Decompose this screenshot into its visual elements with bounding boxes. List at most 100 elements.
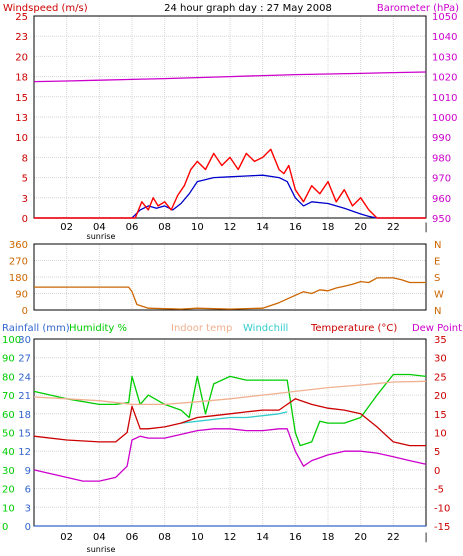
x-tick-label: 12 xyxy=(224,222,237,233)
temperature-line xyxy=(33,398,426,447)
y-tick-label: 0 xyxy=(434,466,440,477)
y-tick-label: 20 xyxy=(434,391,447,402)
wind-chart-grid xyxy=(34,15,426,219)
y-tick-label: 70 xyxy=(2,391,15,402)
x-tick-label: 04 xyxy=(93,222,106,233)
x-tick-label: 20 xyxy=(354,222,367,233)
temperature-chart-series xyxy=(33,373,427,527)
y-tick-label: 20 xyxy=(15,52,28,63)
y-tick-label: 3 xyxy=(22,194,28,205)
y-tick-label: 0 xyxy=(22,306,28,317)
y-tick-label: 40 xyxy=(2,447,15,458)
y-tick-label: E xyxy=(434,257,440,268)
x-tick-label: 10 xyxy=(191,532,204,543)
y-tick-label: -15 xyxy=(434,522,450,533)
y-tick-label: -5 xyxy=(434,485,444,496)
x-tick-label: 02 xyxy=(60,532,73,543)
x-tick-label: 06 xyxy=(126,222,139,233)
y-tick-label: 10 xyxy=(2,503,15,514)
y-tick-label: 0 xyxy=(2,522,8,533)
dewpoint-line xyxy=(33,428,427,482)
wind-right-ticks: 950 960 970 980 990 1000 1010 1020 1030 1040 1050 xyxy=(432,12,457,225)
direction-chart-grid xyxy=(34,243,426,311)
y-tick-label: 5 xyxy=(22,174,28,185)
x-tick-label: 16 xyxy=(289,222,302,233)
y-tick-label: 15 xyxy=(434,410,447,421)
direction-chart-series xyxy=(34,277,426,310)
x-tick-label: | xyxy=(424,222,427,233)
x-tick-label: 08 xyxy=(158,532,171,543)
y-tick-label: 5 xyxy=(434,447,440,458)
x-tick-label: 14 xyxy=(256,222,269,233)
direction-chart-frame xyxy=(33,243,427,311)
direction-left-ticks: 0 90 180 270 360 xyxy=(9,240,28,317)
y-tick-label: 25 xyxy=(434,372,447,383)
x-tick-label: 14 xyxy=(256,532,269,543)
y-tick-label: 13 xyxy=(15,113,28,124)
y-tick-label: 950 xyxy=(432,214,451,225)
temperature-ticks: -15 -10 -5 0 5 10 15 20 25 30 35 xyxy=(434,335,450,533)
x-tick-label: 22 xyxy=(387,532,400,543)
y-tick-label: 1000 xyxy=(432,113,457,124)
y-tick-label: S xyxy=(434,273,440,284)
y-tick-label: 27 xyxy=(18,354,31,365)
y-tick-label: 30 xyxy=(18,335,31,346)
x-tick-label: 06 xyxy=(126,532,139,543)
legend-temperature: Temperature (°C) xyxy=(310,323,397,334)
y-tick-label: 180 xyxy=(9,273,28,284)
y-tick-label: 10 xyxy=(15,133,28,144)
x-tick-label: 18 xyxy=(322,222,335,233)
legend-windchill: Windchill xyxy=(243,323,288,334)
y-tick-label: 21 xyxy=(18,391,31,402)
y-tick-label: 35 xyxy=(434,335,447,346)
x-tick-label: 18 xyxy=(322,532,335,543)
temperature-chart: Rainfall (mm) Humidity % Indoor temp Win… xyxy=(2,323,462,554)
gust-line xyxy=(34,148,426,219)
y-tick-label: 30 xyxy=(2,466,15,477)
humidity-ticks: 0 10 20 30 40 50 60 70 80 90 100 xyxy=(2,335,21,533)
x-tick-label: 02 xyxy=(60,222,73,233)
chart-title: 24 hour graph day : 27 May 2008 xyxy=(164,3,332,14)
y-tick-label: 6 xyxy=(25,485,31,496)
y-tick-label: 18 xyxy=(15,73,28,84)
y-tick-label: 1030 xyxy=(432,52,457,63)
y-tick-label: W xyxy=(434,290,444,301)
windspeed-axis-title: Windspeed (m/s) xyxy=(3,3,88,14)
y-tick-label: 980 xyxy=(432,153,451,164)
y-tick-label: 60 xyxy=(2,410,15,421)
y-tick-label: 18 xyxy=(18,410,31,421)
y-tick-label: 270 xyxy=(9,257,28,268)
y-tick-label: 20 xyxy=(2,485,15,496)
wind-chart: Windspeed (m/s) 24 hour graph day : 27 M… xyxy=(3,3,459,241)
sunrise-label-bottom: sunrise xyxy=(87,545,116,554)
windchill-line xyxy=(180,411,288,424)
barometer-axis-title: Barometer (hPa) xyxy=(377,3,459,14)
y-tick-label: 1010 xyxy=(432,93,457,104)
y-tick-label: 90 xyxy=(2,354,15,365)
y-tick-label: 960 xyxy=(432,194,451,205)
y-tick-label: 24 xyxy=(18,372,31,383)
y-tick-label: 90 xyxy=(15,290,28,301)
barometer-line xyxy=(33,71,427,83)
y-tick-label: 80 xyxy=(2,372,15,383)
temperature-x-ticks: 02 04 06 08 10 12 14 16 18 20 22 | xyxy=(60,532,427,543)
y-tick-label: 25 xyxy=(15,12,28,23)
direction-line xyxy=(34,277,426,310)
temperature-chart-grid xyxy=(34,338,426,527)
legend-rainfall: Rainfall (mm) xyxy=(2,323,70,334)
y-tick-label: -10 xyxy=(434,503,450,514)
y-tick-label: 23 xyxy=(15,32,28,43)
rainfall-ticks: 0 3 6 9 12 15 18 21 24 27 30 xyxy=(18,335,31,533)
y-tick-label: 10 xyxy=(434,429,447,440)
legend-indoor-temp: Indoor temp xyxy=(171,323,232,334)
wind-left-ticks: 0 3 5 8 10 13 15 18 20 23 25 xyxy=(15,12,28,225)
sunrise-label: sunrise xyxy=(87,232,116,241)
x-tick-label: 16 xyxy=(289,532,302,543)
wind-chart-series xyxy=(33,71,427,219)
y-tick-label: 8 xyxy=(22,153,28,164)
y-tick-label: 360 xyxy=(9,240,28,251)
x-tick-label: 10 xyxy=(191,222,204,233)
wind-line xyxy=(34,174,426,219)
y-tick-label: 0 xyxy=(22,214,28,225)
